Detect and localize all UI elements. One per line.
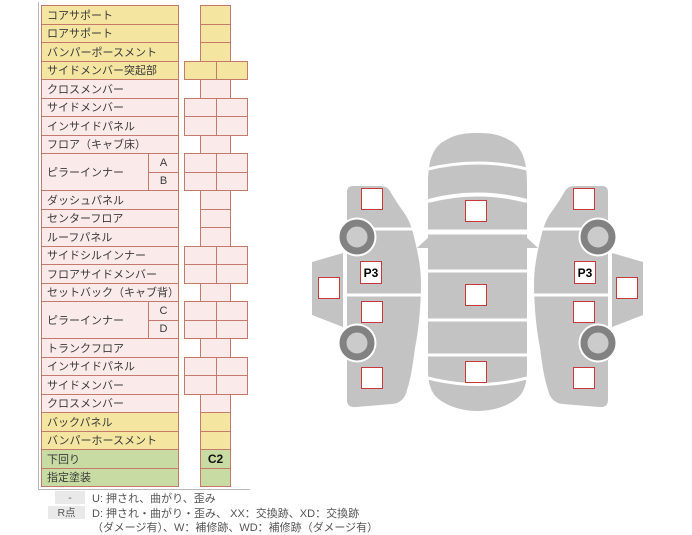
marker-center-rear[interactable] (465, 361, 487, 383)
damage-cell[interactable] (200, 190, 231, 210)
damage-cell[interactable] (200, 393, 231, 413)
marker-right-front-fender[interactable] (573, 188, 595, 210)
damage-cell[interactable] (184, 97, 217, 117)
part-sub-label: A (148, 153, 179, 173)
part-label: コアサポート (41, 5, 179, 25)
damage-cell[interactable]: C2 (200, 449, 231, 469)
part-label: フロア（キャブ床） (41, 134, 179, 154)
damage-cell[interactable] (184, 319, 217, 339)
legend-line-d: D: 押され・曲がり・歪み、 XX：交換跡、XD：交換跡 (92, 508, 360, 520)
part-label: ルーフパネル (41, 227, 179, 247)
part-label: サイドメンバー突起部 (41, 60, 179, 80)
damage-cell[interactable] (200, 5, 231, 25)
car-left-side-view (312, 186, 421, 408)
damage-cell[interactable] (200, 42, 231, 62)
part-label: バックパネル (41, 412, 179, 432)
damage-cell[interactable] (184, 356, 217, 376)
damage-cell[interactable] (200, 338, 231, 358)
legend-key-rten: R点 (48, 506, 85, 519)
part-label: 下回り (41, 449, 179, 469)
damage-cell[interactable] (184, 60, 217, 80)
part-sub-label: B (148, 171, 179, 191)
right-mirror-icon (524, 235, 538, 248)
damage-cell[interactable] (216, 319, 248, 339)
part-label: ロアサポート (41, 23, 179, 43)
legend-key-dash: - (55, 491, 85, 504)
damage-cell[interactable] (216, 375, 248, 395)
damage-cell[interactable] (216, 245, 248, 265)
part-label: 指定塗装 (41, 467, 179, 487)
marker-right-rear-fender[interactable] (573, 367, 595, 389)
marker-left-front-fender[interactable] (361, 188, 383, 210)
part-sub-label: C (148, 301, 179, 321)
part-sub-label: D (148, 319, 179, 339)
marker-left-quarter[interactable] (361, 301, 383, 323)
damage-cell[interactable] (184, 245, 217, 265)
part-label: サイドシルインナー (41, 245, 179, 265)
part-label: セットバック（キャブ背） (41, 282, 179, 302)
part-label: ダッシュパネル (41, 190, 179, 210)
damage-cell[interactable] (216, 356, 248, 376)
damage-cell[interactable] (200, 467, 231, 487)
damage-cell[interactable] (216, 264, 248, 284)
damage-cell[interactable] (200, 412, 231, 432)
part-label: トランクフロア (41, 338, 179, 358)
damage-cell[interactable] (184, 264, 217, 284)
damage-cell[interactable] (200, 23, 231, 43)
part-label: サイドメンバー (41, 375, 179, 395)
part-label: フロアサイドメンバー (41, 264, 179, 284)
marker-center-front[interactable] (465, 200, 487, 222)
damage-cell[interactable] (200, 282, 231, 302)
legend-line-u: U: 押され、曲がり、歪み (92, 493, 216, 505)
damage-cell[interactable] (216, 116, 248, 136)
marker-right-door-outer[interactable] (616, 277, 638, 299)
damage-cell[interactable] (216, 301, 248, 321)
marker-right-pillar[interactable]: P3 (574, 261, 596, 284)
marker-left-pillar[interactable]: P3 (360, 261, 382, 284)
damage-cell[interactable] (184, 153, 217, 173)
damage-cell[interactable] (200, 227, 231, 247)
damage-cell[interactable] (184, 171, 217, 191)
damage-cell[interactable] (184, 116, 217, 136)
damage-cell[interactable] (200, 430, 231, 450)
part-label: インサイドパネル (41, 116, 179, 136)
part-label: インサイドパネル (41, 356, 179, 376)
marker-center-middle[interactable] (465, 284, 487, 306)
part-label: サイドメンバー (41, 97, 179, 117)
damage-cell[interactable] (200, 208, 231, 228)
legend-line-damage: （ダメージ有）、W：補修跡、WD：補修跡（ダメージ有） (92, 522, 379, 534)
part-label: バンパーホースメント (41, 430, 179, 450)
car-right-side-view (534, 186, 643, 408)
part-label: ピラーインナー (41, 153, 149, 191)
damage-cell[interactable] (200, 79, 231, 99)
marker-left-door-outer[interactable] (318, 277, 340, 299)
left-mirror-icon (417, 235, 431, 248)
damage-cell[interactable] (200, 134, 231, 154)
parts-table: コアサポート ロアサポート バンパーポースメント サイドメンバー突起部 クロスメンバーサ… (38, 2, 250, 490)
part-label: ピラーインナー (41, 301, 149, 339)
damage-cell[interactable] (216, 60, 248, 80)
part-label: バンパーポースメント (41, 42, 179, 62)
part-label: クロスメンバー (41, 79, 179, 99)
damage-cell[interactable] (216, 97, 248, 117)
marker-right-quarter[interactable] (573, 301, 595, 323)
part-label: クロスメンバー (41, 393, 179, 413)
marker-left-rear-fender[interactable] (361, 367, 383, 389)
car-top-view (417, 133, 538, 411)
damage-cell[interactable] (216, 153, 248, 173)
part-label: センターフロア (41, 208, 179, 228)
damage-cell[interactable] (184, 375, 217, 395)
damage-cell[interactable] (184, 301, 217, 321)
damage-cell[interactable] (216, 171, 248, 191)
